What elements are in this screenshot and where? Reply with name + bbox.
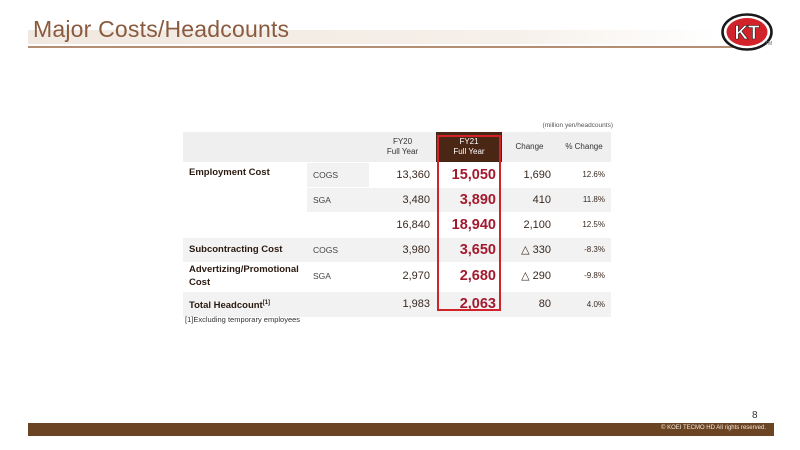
advertizing-cost-label: Advertizing/Promotional Cost: [183, 261, 307, 290]
trademark-mark: TM: [765, 41, 773, 47]
subcontracting-cost-label: Subcontracting Cost: [183, 236, 307, 262]
table-row: Subcontracting Cost COGS 3,980 3,650 △ 3…: [183, 236, 611, 262]
change-value: △ 290: [502, 261, 557, 290]
fy20-value: 1,983: [369, 288, 436, 317]
kt-logo-icon: KT: [721, 13, 773, 51]
change-value: △ 330: [502, 236, 557, 262]
table-row: Advertizing/Promotional Cost SGA 2,970 2…: [183, 261, 611, 290]
pct-change-value: -9.8%: [557, 261, 611, 290]
logo-text: KT: [734, 23, 760, 44]
table-row: 16,840 18,940 2,100 12.5%: [183, 211, 611, 237]
title-underline: [28, 46, 738, 48]
change-value: 1,690: [502, 161, 557, 187]
costs-table: FY20 Full Year FY21 Full Year Change % Cha…: [183, 132, 611, 317]
fy20-value: 3,980: [369, 236, 436, 262]
fy20-value: 13,360: [369, 161, 436, 187]
row-sub-label: SGA: [307, 261, 369, 290]
page-number: 8: [752, 410, 758, 421]
row-sub-blank: [307, 211, 369, 237]
pct-change-value: 12.6%: [557, 161, 611, 187]
employment-cost-label: Employment Cost: [183, 161, 307, 237]
header-blank: [183, 132, 369, 162]
pct-change-value: -8.3%: [557, 236, 611, 262]
fy21-value: 3,890: [436, 186, 502, 212]
table-row-total-headcount: Total Headcount[1] 1,983 2,063 80 4.0%: [183, 288, 611, 317]
pct-change-value: 12.5%: [557, 211, 611, 237]
fy21-value: 18,940: [436, 211, 502, 237]
header-row: FY20 Full Year FY21 Full Year Change % Cha…: [183, 132, 611, 162]
row-sub-label: SGA: [307, 186, 369, 212]
fy21-value: 2,063: [436, 288, 502, 317]
footer-bar: © KOEI TECMO HD All rights reserved.: [28, 423, 774, 436]
change-value: 2,100: [502, 211, 557, 237]
fy20-value: 16,840: [369, 211, 436, 237]
fy20-value: 2,970: [369, 261, 436, 290]
total-headcount-label: Total Headcount[1]: [183, 288, 369, 317]
change-value: 410: [502, 186, 557, 212]
row-sub-label: COGS: [307, 236, 369, 262]
fy21-value: 15,050: [436, 161, 502, 187]
footnote: [1]Excluding temporary employees: [185, 315, 301, 324]
table-row: Employment Cost COGS 13,360 15,050 1,690…: [183, 161, 611, 237]
unit-note: (million yen/headcounts): [542, 122, 613, 129]
pct-change-value: 11.8%: [557, 186, 611, 212]
header-fy20: FY20 Full Year: [369, 132, 436, 162]
title-band: Major Costs/Headcounts: [0, 0, 800, 50]
title-background: [28, 30, 718, 44]
row-sub-label: COGS: [307, 161, 369, 187]
header-change: Change: [502, 132, 557, 162]
copyright: © KOEI TECMO HD All rights reserved.: [660, 425, 766, 431]
change-value: 80: [502, 288, 557, 317]
koei-tecmo-logo: KT: [721, 13, 773, 51]
page-title: Major Costs/Headcounts: [33, 16, 290, 42]
fy21-value: 2,680: [436, 261, 502, 290]
fy21-value: 3,650: [436, 236, 502, 262]
fy20-value: 3,480: [369, 186, 436, 212]
header-fy21: FY21 Full Year: [436, 132, 502, 162]
header-pct-change: % Change: [557, 132, 611, 162]
pct-change-value: 4.0%: [557, 288, 611, 317]
